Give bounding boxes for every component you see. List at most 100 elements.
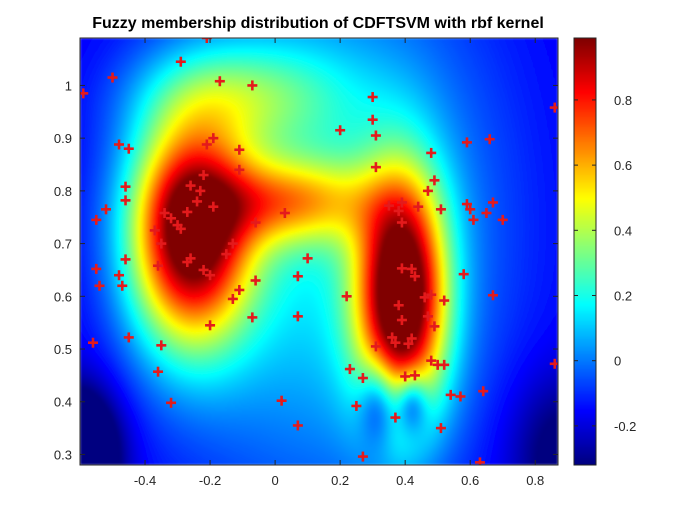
data-point [344,364,355,375]
data-point [292,420,303,431]
data-point [234,144,245,155]
data-point [120,254,131,265]
data-point [351,400,362,411]
data-point [292,311,303,322]
data-point [455,391,466,402]
data-point [458,269,469,280]
data-point [80,88,89,99]
data-point [474,457,485,465]
x-tick-label: 0 [271,473,278,488]
data-point [208,201,219,212]
data-point [94,280,105,291]
data-point [413,201,424,212]
data-point [357,451,368,462]
y-tick-label: 0.4 [54,395,72,410]
data-point [195,185,206,196]
data-point [250,217,261,228]
y-tick-label: 0.9 [54,131,72,146]
colorbar-tick-label: 0 [614,354,621,369]
data-point [101,204,112,215]
x-tick-label: 0.2 [331,473,349,488]
data-point [549,102,558,113]
data-point [426,355,437,366]
data-point [439,359,450,370]
data-point [439,295,450,306]
colorbar-box [573,37,597,466]
data-point [406,333,417,344]
data-point [465,204,476,215]
data-point [234,284,245,295]
y-axis: 0.3 0.4 0.5 0.6 0.7 0.8 0.9 1 [54,78,558,462]
data-point [383,200,394,211]
data-point [403,338,414,349]
data-point [419,292,430,303]
data-point [153,366,164,377]
y-tick-label: 0.8 [54,184,72,199]
data-point [396,197,407,208]
data-point [91,214,102,225]
data-point [247,312,258,323]
y-tick-label: 1 [65,78,72,93]
data-point [396,217,407,228]
data-point [400,371,411,382]
data-point [198,170,209,181]
data-point [205,270,216,281]
data-point [478,386,489,397]
data-point [198,264,209,275]
x-tick-label: 0.6 [461,473,479,488]
y-tick-label: 0.7 [54,237,72,252]
data-point [461,137,472,148]
y-tick-label: 0.6 [54,289,72,304]
data-point [335,125,346,136]
data-points [80,38,558,465]
data-point [201,139,212,150]
data-point [367,92,378,103]
data-point [292,271,303,282]
data-point [484,134,495,145]
data-point [159,208,170,219]
data-point [422,311,433,322]
data-point [487,290,498,301]
data-point [357,373,368,384]
data-point [182,206,193,217]
y-tick-label: 0.5 [54,342,72,357]
colorbar-gradient [574,38,596,465]
data-point [406,263,417,274]
data-point [247,80,258,91]
membership-heatmap [80,38,558,465]
data-point [549,358,558,369]
data-point [409,370,420,381]
data-point [205,320,216,331]
data-point [468,214,479,225]
data-point [214,76,225,87]
data-point [422,185,433,196]
data-point [117,280,128,291]
data-point [393,300,404,311]
colorbar-tick-label: -0.2 [614,419,636,434]
data-point [302,253,313,264]
data-point [435,204,446,215]
data-point [487,197,498,208]
data-point [153,260,164,271]
data-point [175,223,186,234]
data-point [429,321,440,332]
data-point [390,412,401,423]
data-point [185,180,196,191]
data-point [461,199,472,210]
colorbar-tick-label: 0.8 [614,93,632,108]
x-tick-label: -0.2 [199,473,221,488]
data-point [120,195,131,206]
data-point [370,341,381,352]
data-point [175,56,186,67]
colorbar-tick-label: 0.2 [614,289,632,304]
x-tick-label: 0.8 [526,473,544,488]
data-point [276,395,287,406]
x-tick-label: -0.4 [134,473,156,488]
data-point [445,389,456,400]
data-point [114,270,125,281]
data-point [279,208,290,219]
data-point [341,291,352,302]
data-point [393,205,404,216]
data-point [250,275,261,286]
